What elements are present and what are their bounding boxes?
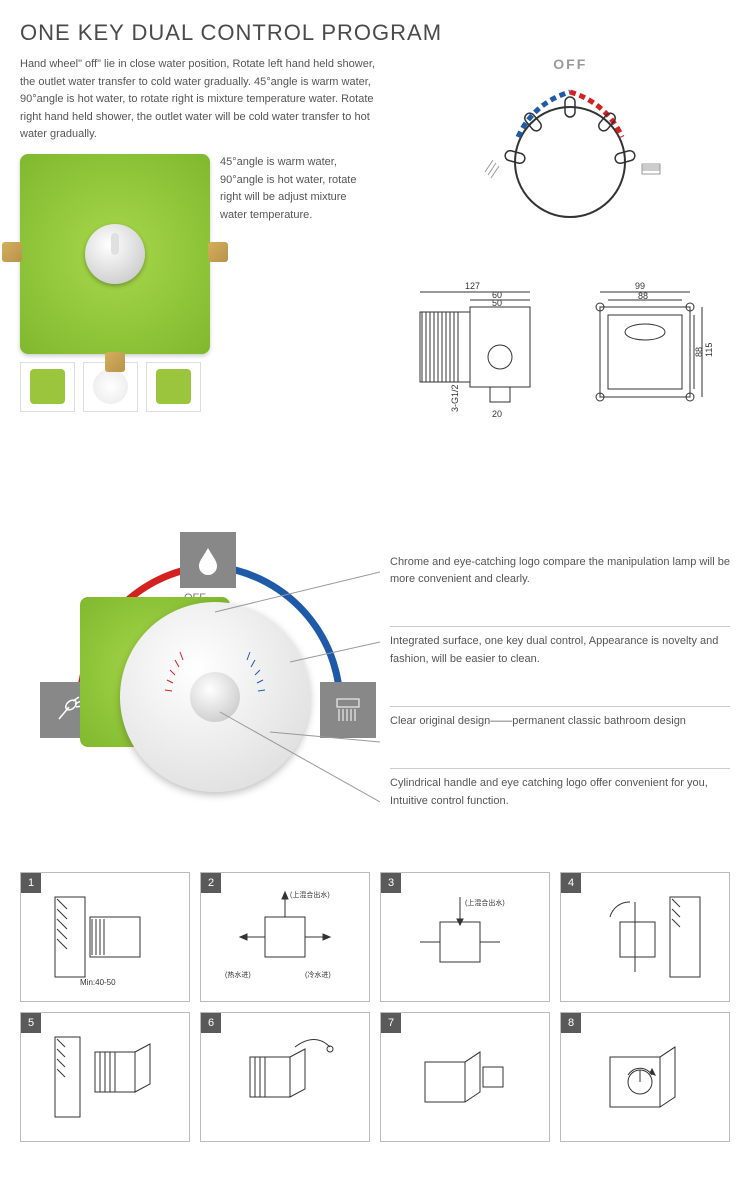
chrome-plate xyxy=(120,602,310,792)
dim-88w: 88 xyxy=(638,291,648,301)
connector-left xyxy=(2,242,22,262)
feature-1: Integrated surface, one key dual control… xyxy=(390,626,730,674)
step-num-3: 3 xyxy=(381,873,401,893)
top-right-column: OFF xyxy=(411,56,731,452)
control-knob xyxy=(85,224,145,284)
dim-88h: 88 xyxy=(694,347,704,357)
step-num-2: 2 xyxy=(201,873,221,893)
step3-svg: (上混合出水) xyxy=(400,887,530,987)
step-num-8: 8 xyxy=(561,1013,581,1033)
step-num-5: 5 xyxy=(21,1013,41,1033)
secondary-text: 45°angle is warm water, 90°angle is hot … xyxy=(220,154,370,412)
step-num-1: 1 xyxy=(21,873,41,893)
step-7: 7 xyxy=(380,1012,550,1142)
step2-left: (热水进) xyxy=(225,970,251,979)
step2-right: (冷水进) xyxy=(305,970,331,979)
tech-svg: 127 60 50 20 3-G1/2 99 xyxy=(410,252,730,452)
step-1: 1 Min:40-50 xyxy=(20,872,190,1002)
step6-svg xyxy=(220,1027,350,1127)
feature-text-list: Chrome and eye-catching logo compare the… xyxy=(390,512,730,832)
step-num-4: 4 xyxy=(561,873,581,893)
step3-caption: (上混合出水) xyxy=(465,898,505,907)
thumb-1 xyxy=(20,362,75,412)
thumb-3 xyxy=(146,362,201,412)
step-4: 4 xyxy=(560,872,730,1002)
step1-svg: Min:40-50 xyxy=(45,887,165,987)
step-num-6: 6 xyxy=(201,1013,221,1033)
step8-svg xyxy=(580,1027,710,1127)
badge-rainshower-icon xyxy=(320,682,376,738)
dim-99: 99 xyxy=(635,281,645,291)
step4-svg xyxy=(580,887,710,987)
product-row: 45°angle is warm water, 90°angle is hot … xyxy=(20,154,391,412)
dial-svg xyxy=(470,72,670,242)
feature-illustration: OFF xyxy=(20,512,380,832)
step7-svg xyxy=(400,1027,530,1127)
badge-off xyxy=(180,532,236,588)
top-left-column: Hand wheel" off" lie in close water posi… xyxy=(20,56,391,452)
plate-knob xyxy=(190,672,240,722)
step-3: 3 (上混合出水) xyxy=(380,872,550,1002)
step2-top: (上混合出水) xyxy=(290,890,330,899)
step1-caption: Min:40-50 xyxy=(80,978,116,987)
off-label: OFF xyxy=(553,56,587,72)
top-section: Hand wheel" off" lie in close water posi… xyxy=(20,56,730,452)
valve-box-photo xyxy=(20,154,210,354)
dim-127: 127 xyxy=(465,281,480,291)
intro-text: Hand wheel" off" lie in close water posi… xyxy=(20,56,391,144)
drop-off-icon xyxy=(193,545,223,575)
technical-drawing: 127 60 50 20 3-G1/2 99 xyxy=(410,252,730,452)
feature-3: Cylindrical handle and eye catching logo… xyxy=(390,768,730,816)
feature-section: OFF Chrome xyxy=(20,512,730,832)
step2-svg: (上混合出水) (热水进) (冷水进) xyxy=(220,887,350,987)
step-num-7: 7 xyxy=(381,1013,401,1033)
feature-2: Clear original design——permanent classic… xyxy=(390,706,730,737)
dim-50: 50 xyxy=(492,298,502,308)
dim-115: 115 xyxy=(704,343,714,357)
step5-svg xyxy=(40,1027,170,1127)
page-title: ONE KEY DUAL CONTROL PROGRAM xyxy=(20,20,730,46)
connector-right xyxy=(208,242,228,262)
install-steps-grid: 1 Min:40-50 2 xyxy=(20,872,730,1142)
product-photo-block xyxy=(20,154,210,412)
step-5: 5 xyxy=(20,1012,190,1142)
step-6: 6 xyxy=(200,1012,370,1142)
step-2: 2 (上混合出水) (热水进) (冷水进) xyxy=(200,872,370,1002)
dim-thread: 3-G1/2 xyxy=(450,384,460,412)
step-8: 8 xyxy=(560,1012,730,1142)
feature-0: Chrome and eye-catching logo compare the… xyxy=(390,548,730,595)
dim-20: 20 xyxy=(492,409,502,419)
connector-bottom xyxy=(105,352,125,372)
off-dial-diagram xyxy=(470,72,670,242)
